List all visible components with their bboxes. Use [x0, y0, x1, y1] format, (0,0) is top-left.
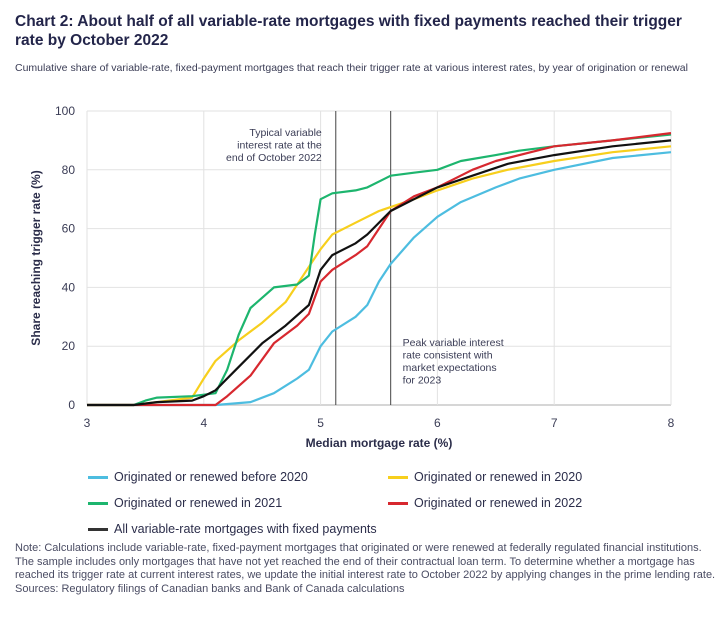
y-axis-label: Share reaching trigger rate (%) — [29, 170, 43, 345]
sources-text: Sources: Regulatory filings of Canadian … — [15, 582, 405, 595]
legend-item: All variable-rate mortgages with fixed p… — [88, 522, 377, 536]
x-tick-label: 7 — [551, 416, 558, 430]
x-tick-labels: 3 4 5 6 7 8 — [84, 416, 675, 430]
y-tick-label: 80 — [62, 163, 76, 177]
legend-label: All variable-rate mortgages with fixed p… — [114, 522, 377, 536]
x-axis-label: Median mortgage rate (%) — [306, 436, 453, 450]
annotation-line: Peak variable interest — [403, 337, 504, 349]
annotation-line: end of October 2022 — [226, 152, 322, 164]
y-tick-label: 60 — [62, 222, 76, 236]
series-line — [87, 151, 672, 407]
note-text: Note: Calculations include variable-rate… — [15, 542, 716, 581]
y-tick-labels: 0 20 40 60 80 100 — [55, 104, 75, 412]
x-tick-label: 6 — [434, 416, 441, 430]
chart-note: Note: Calculations include variable-rate… — [15, 542, 720, 596]
annotation-line: for 2023 — [403, 375, 442, 387]
x-tick-label: 3 — [84, 416, 91, 430]
x-tick-label: 8 — [668, 416, 675, 430]
series-lines — [87, 132, 672, 407]
legend-label: Originated or renewed in 2021 — [114, 496, 283, 510]
chart-title: Chart 2: About half of all variable-rate… — [15, 13, 682, 49]
legend-item: Originated or renewed before 2020 — [88, 470, 308, 484]
y-tick-label: 0 — [68, 398, 75, 412]
y-tick-label: 100 — [55, 104, 75, 118]
series-line — [87, 132, 672, 407]
annotation-line: market expectations — [403, 362, 497, 374]
series-line — [87, 133, 672, 407]
annotation-line: Typical variable — [249, 127, 322, 139]
y-tick-label: 20 — [62, 339, 76, 353]
legend-item: Originated or renewed in 2022 — [388, 496, 582, 510]
series-line — [87, 139, 672, 407]
grid — [86, 110, 672, 406]
legend-label: Originated or renewed before 2020 — [114, 470, 308, 484]
series-line — [87, 145, 672, 407]
x-tick-label: 4 — [200, 416, 207, 430]
legend-swatch — [88, 475, 108, 479]
legend-label: Originated or renewed in 2022 — [414, 496, 583, 510]
annotation-line: rate consistent with — [403, 350, 493, 362]
x-tick-label: 5 — [317, 416, 324, 430]
legend-label: Originated or renewed in 2020 — [414, 470, 583, 484]
legend-swatch — [88, 527, 108, 531]
y-tick-label: 40 — [62, 280, 76, 294]
legend-swatch — [88, 501, 108, 505]
legend-item: Originated or renewed in 2021 — [88, 496, 282, 510]
chart-subtitle: Cumulative share of variable-rate, fixed… — [15, 62, 688, 74]
legend-swatch — [388, 501, 408, 505]
legend-item: Originated or renewed in 2020 — [388, 470, 582, 484]
annotation-line: interest rate at the — [237, 140, 322, 152]
legend-swatch — [388, 475, 408, 479]
